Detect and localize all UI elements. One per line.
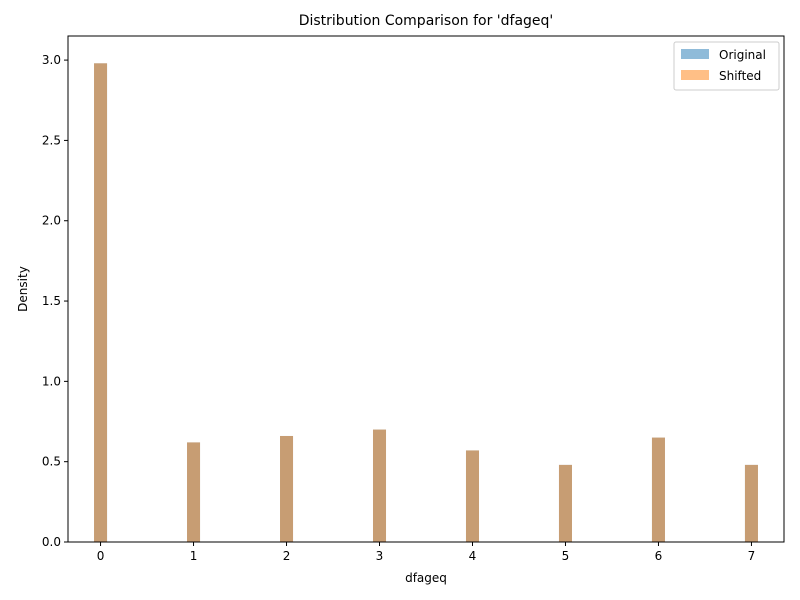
bar-shifted-4 [465,450,480,542]
y-tick-label: 1.5 [42,294,61,308]
legend-swatch-original [681,49,709,59]
bar-shifted-0 [94,63,108,543]
legend-swatch-shifted [681,70,709,80]
x-tick-label: 2 [283,549,291,563]
y-axis-label: Density [16,266,30,312]
x-tick-label: 7 [748,549,756,563]
bar-shifted-3 [372,429,387,542]
legend-label-shifted: Shifted [719,69,761,83]
x-tick-label: 0 [97,549,105,563]
x-tick-label: 6 [655,549,663,563]
x-tick-label: 1 [190,549,198,563]
legend: Original Shifted [673,41,780,91]
y-tick-label: 2.5 [42,133,61,147]
bar-shifted-1 [187,442,201,542]
bar-shifted-5 [558,464,572,542]
x-tick-label: 3 [376,549,384,563]
x-tick-label: 5 [562,549,570,563]
legend-label-original: Original [719,48,766,62]
y-tick-label: 0.5 [42,455,61,469]
y-tick-label: 1.0 [42,374,61,388]
bars-layer [94,63,758,543]
bar-shifted-2 [280,435,294,542]
chart-title: Distribution Comparison for 'dfageq' [299,13,554,29]
x-axis-label: dfageq [405,571,447,585]
y-tick-label: 2.0 [42,214,61,228]
x-axis-ticks: 0 1 2 3 4 5 6 7 [97,542,756,563]
bar-shifted-7 [744,464,758,542]
y-tick-label: 3.0 [42,53,61,67]
x-tick-label: 4 [469,549,477,563]
y-tick-label: 0.0 [42,535,61,549]
y-axis-ticks: 0.0 0.5 1.0 1.5 2.0 2.5 3.0 [42,53,68,549]
plot-frame [67,35,785,543]
bar-shifted-6 [651,437,665,542]
